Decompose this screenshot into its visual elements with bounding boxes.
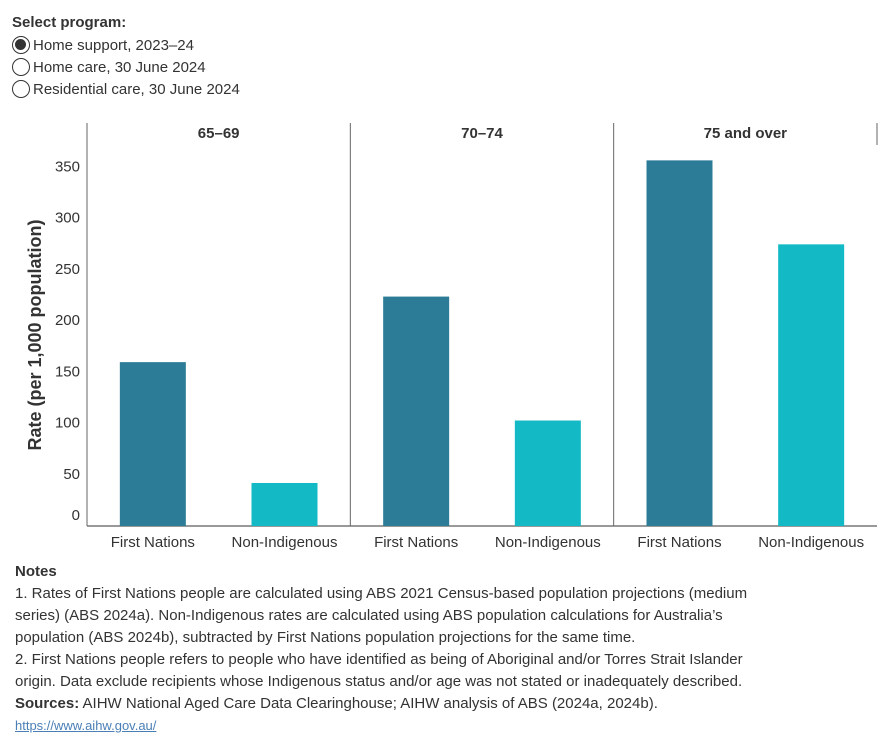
sources-label: Sources: [15,695,80,712]
bar [514,420,581,526]
bar [778,244,845,526]
y-tick-label: 350 [55,159,80,176]
radio-button[interactable] [12,58,30,76]
y-tick-label: 50 [63,466,80,483]
note-line: 2. First Nations people refers to people… [15,651,743,668]
notes: Notes 1. Rates of First Nations people a… [15,561,747,737]
bar [119,362,186,526]
x-tick-label: First Nations [111,534,195,551]
bar [646,160,713,526]
y-tick-label: 300 [55,210,80,227]
sources: Sources: AIHW National Aged Care Data Cl… [15,693,747,715]
y-tick-label: 150 [55,363,80,380]
radio-option[interactable]: Residential care, 30 June 2024 [12,78,240,100]
notes-title: Notes [15,563,57,580]
bar [383,296,450,526]
sources-text: AIHW National Aged Care Data Clearinghou… [82,695,658,712]
note-line: origin. Data exclude recipients whose In… [15,673,743,690]
option-label: Residential care, 30 June 2024 [33,80,240,98]
option-label: Home care, 30 June 2024 [33,58,206,76]
note-line: series) (ABS 2024a). Non-Indigenous rate… [15,607,723,624]
x-tick-label: Non-Indigenous [232,534,338,551]
x-tick-label: First Nations [374,534,458,551]
panel-title: 70–74 [461,125,503,142]
x-tick-label: First Nations [637,534,721,551]
panel-title: 75 and over [704,125,788,142]
y-tick-label: 0 [72,507,80,524]
x-tick-label: Non-Indigenous [495,534,601,551]
y-tick-label: 250 [55,261,80,278]
bar [251,482,318,526]
panel-title: 65–69 [198,125,240,142]
y-tick-label: 200 [55,312,80,329]
radio-button[interactable] [12,80,30,98]
y-tick-label: 100 [55,415,80,432]
program-selector: Select program: Home support, 2023–24 Hom… [12,14,240,100]
notes-lines: 1. Rates of First Nations people are cal… [15,583,747,693]
note-line: population (ABS 2024b), subtracted by Fi… [15,629,636,646]
link[interactable]: https://www.aihw.gov.au/ [15,718,157,733]
options: Home support, 2023–24 Home care, 30 June … [12,34,240,100]
chart: Rate (per 1,000 population) 0 50 100 150 200… [25,123,878,551]
x-tick-label: Non-Indigenous [758,534,864,551]
radio-option[interactable]: Home care, 30 June 2024 [12,56,240,78]
radio-option[interactable]: Home support, 2023–24 [12,34,240,56]
radio-button[interactable] [12,36,30,54]
y-axis-title: Rate (per 1,000 population) [25,219,45,450]
note-line: 1. Rates of First Nations people are cal… [15,585,748,602]
selector-label: Select program: [12,14,127,31]
option-label: Home support, 2023–24 [33,36,194,54]
